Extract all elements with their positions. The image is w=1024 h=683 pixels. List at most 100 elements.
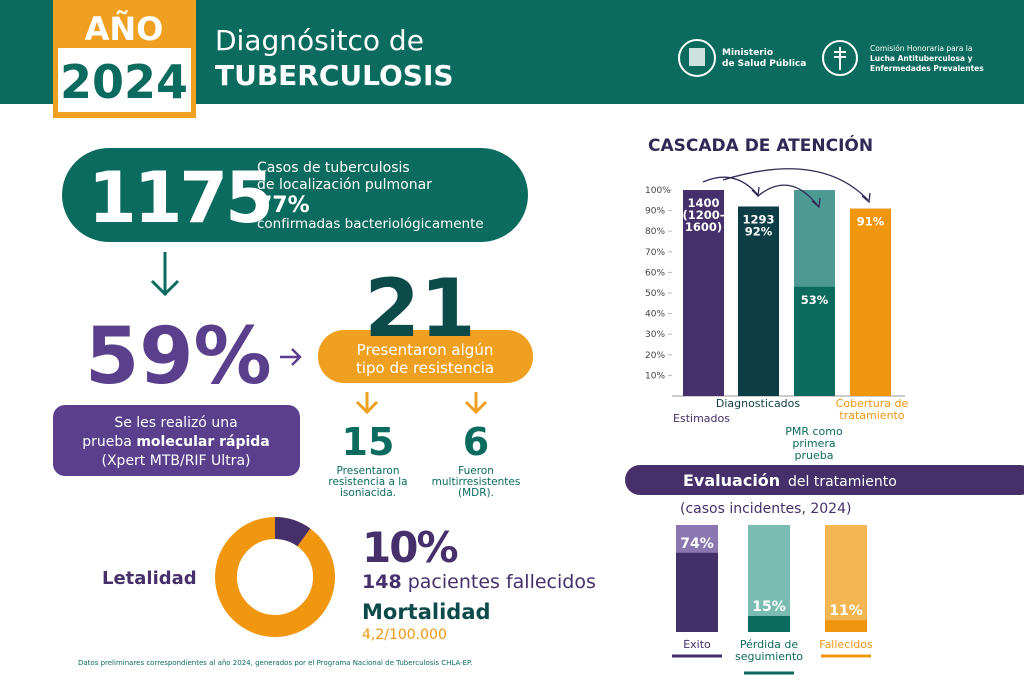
y-tick-label: 90% — [645, 207, 665, 217]
bar — [738, 206, 779, 396]
y-tick-label: 20% — [645, 351, 665, 361]
year-label: AÑO — [85, 10, 164, 48]
bar-label: (1200- — [682, 208, 724, 222]
lethality-label: Letalidad — [102, 568, 197, 589]
category-label-box: Estimados — [673, 413, 730, 425]
treatment-header — [625, 465, 1024, 495]
category-label: Diagnosticados — [715, 398, 801, 410]
bar — [825, 620, 867, 632]
y-tick-label: 40% — [645, 310, 665, 320]
cascade-arrows — [702, 168, 871, 209]
resistance-item-text: Presentaron — [337, 465, 400, 477]
arrow-down — [150, 252, 180, 297]
bar-label: 15% — [752, 599, 786, 615]
mortality-label: Mortalidad — [362, 600, 491, 624]
resistance-item-text: resistencia a la — [328, 476, 407, 488]
cascade-chart: 10% 20% 30% 40% 50% 60% 70% 80% 90% 100% 1400(1200… — [645, 186, 908, 462]
resistance-number: 21 — [364, 262, 475, 355]
bar — [676, 552, 718, 632]
molecular-text: (Xpert MTB/RIF Ultra) — [102, 453, 251, 469]
cases-percent: 77% — [257, 193, 310, 218]
bar-label: 53% — [801, 293, 829, 307]
resistance-item-number: 6 — [463, 420, 489, 464]
ministry-name: Ministerio — [722, 48, 773, 58]
category-label-box: Cobertura de tratamiento — [836, 398, 908, 422]
bar-label: 91% — [857, 215, 885, 229]
resistance-text: Presentaron algún — [357, 341, 494, 359]
y-tick-label: 50% — [645, 289, 665, 299]
cases-text: de localización pulmonar — [257, 177, 432, 193]
treatment-title: del tratamiento — [788, 474, 897, 490]
treatment-chart: 74% Éxito 15% Pérdida de seguimiento 11% Fall… — [672, 525, 873, 675]
bar — [683, 190, 724, 396]
resistance-pill — [318, 330, 533, 383]
year-inner — [58, 48, 191, 112]
category-label-box: Éxito — [683, 639, 711, 651]
bar — [850, 208, 891, 396]
title-line: Diagnósitco de — [215, 24, 424, 57]
bar-label: 1400 — [687, 196, 719, 210]
category-label: Estimados — [673, 413, 730, 425]
category-label-box: Pérdida de seguimiento — [734, 639, 804, 663]
deaths-number: 148 — [362, 571, 402, 593]
year: 2024 — [60, 55, 188, 109]
resistance-text: tipo de resistencia — [356, 359, 494, 377]
treatment-title: Evaluación — [683, 471, 780, 490]
commission-logo — [822, 40, 858, 76]
bar-label: 1293 — [742, 212, 774, 226]
resistance-item-text: Fueron — [458, 465, 494, 477]
arrow-down — [355, 392, 379, 415]
cases-text: Casos de tuberculosis — [257, 160, 410, 176]
arrow-down — [464, 392, 488, 415]
commission-name: Comisión Honoraria para la — [870, 44, 972, 53]
deaths-text: pacientes fallecidos — [408, 571, 596, 593]
cases-pill — [62, 148, 528, 242]
deaths: 148 pacientes fallecidos — [362, 571, 596, 593]
category-label-box: Diagnosticados — [715, 398, 801, 410]
molecular-percent: 59% — [85, 312, 272, 402]
footnote: Datos preliminares correspondientes al a… — [78, 659, 472, 667]
bar-label: 1600) — [685, 220, 722, 234]
bar — [794, 286, 835, 396]
donut-segment — [274, 517, 311, 547]
lethality-percent: 10% — [362, 523, 457, 572]
bar-label: 74% — [680, 536, 714, 552]
category-label: Fallecidos — [819, 639, 873, 651]
donut-ring — [215, 517, 335, 637]
bar — [748, 615, 790, 632]
molecular-box — [53, 405, 300, 476]
y-tick-label: 80% — [645, 227, 665, 237]
bar-background — [748, 525, 790, 632]
molecular-text: prueba — [82, 434, 132, 450]
commission-name: Lucha Antituberculosa y — [870, 54, 973, 63]
resistance-item-text: isoniacida. — [340, 487, 396, 499]
bar-label: 92% — [745, 224, 773, 238]
chart-title: CASCADA DE ATENCIÓN — [648, 134, 873, 156]
y-tick-label: 100% — [645, 186, 671, 196]
category-label-box: Fallecidos — [819, 639, 873, 651]
resistance-item-text: (MDR). — [458, 487, 494, 499]
y-tick-label: 70% — [645, 248, 665, 258]
ministry-name: de Salud Pública — [722, 59, 806, 69]
category-label: Pérdida de seguimiento — [734, 639, 804, 663]
resistance-item-number: 15 — [342, 420, 395, 464]
molecular-bold: molecular rápida — [136, 434, 269, 450]
molecular-text: Se les realizó una — [114, 415, 237, 431]
ministry-logo — [678, 39, 716, 77]
category-label: Éxito — [683, 639, 711, 651]
title-line: TUBERCULOSIS — [215, 59, 454, 92]
category-label: PMR como primera prueba — [785, 426, 843, 462]
mortality-rate: 4,2/100.000 — [362, 627, 447, 643]
category-label-box: PMR como primera prueba — [785, 426, 843, 462]
y-tick-label: 30% — [645, 330, 665, 340]
y-tick-label: 60% — [645, 268, 665, 278]
treatment-subtitle: (casos incidentes, 2024) — [680, 501, 851, 517]
molecular-text: prueba molecular rápida — [82, 434, 270, 450]
resistance-item-text: multirresistentes — [432, 476, 521, 488]
bar-label: 11% — [829, 603, 863, 619]
y-tick-label: 10% — [645, 371, 665, 381]
arrow-right — [280, 348, 302, 366]
